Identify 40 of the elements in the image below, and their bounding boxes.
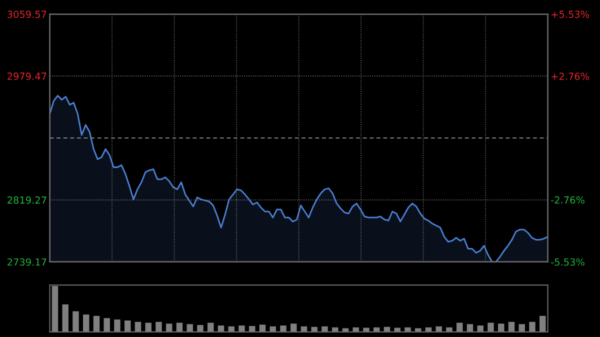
bar (259, 324, 266, 332)
y-tick-label: 2819.27 (8, 196, 46, 204)
bar (218, 326, 224, 332)
bar (124, 320, 131, 332)
bar (477, 326, 484, 332)
bar (83, 314, 90, 332)
bar (446, 327, 452, 332)
y2-tick-label: -5.53% (551, 258, 584, 266)
bar (498, 324, 504, 332)
bar (238, 326, 245, 332)
y-tick-label: 2739.17 (8, 258, 46, 266)
bar (508, 322, 515, 332)
bar (114, 320, 120, 332)
bar (352, 327, 359, 332)
y-tick-label: 3059.57 (8, 10, 46, 18)
bar (280, 326, 286, 332)
bar (518, 324, 525, 332)
bar (93, 316, 100, 332)
bar (436, 326, 442, 332)
bar (322, 326, 328, 332)
bar (290, 324, 297, 332)
y2-tick-label: +5.53% (552, 10, 590, 18)
bar (72, 311, 79, 332)
bar (488, 322, 494, 332)
bar (466, 324, 474, 332)
bar (228, 326, 234, 332)
bar (529, 322, 536, 332)
bar (166, 324, 172, 332)
bar (104, 318, 110, 332)
y-tick-label: 2979.47 (8, 72, 46, 80)
bar (52, 286, 58, 332)
y2-tick-label: +2.76% (552, 72, 590, 80)
bar (540, 316, 546, 332)
bar (156, 322, 162, 332)
bar (134, 322, 142, 332)
bar (186, 324, 193, 332)
bar (197, 325, 204, 332)
y2-tick-label: -2.76% (551, 196, 584, 204)
bar (404, 327, 411, 332)
bar (62, 304, 68, 332)
